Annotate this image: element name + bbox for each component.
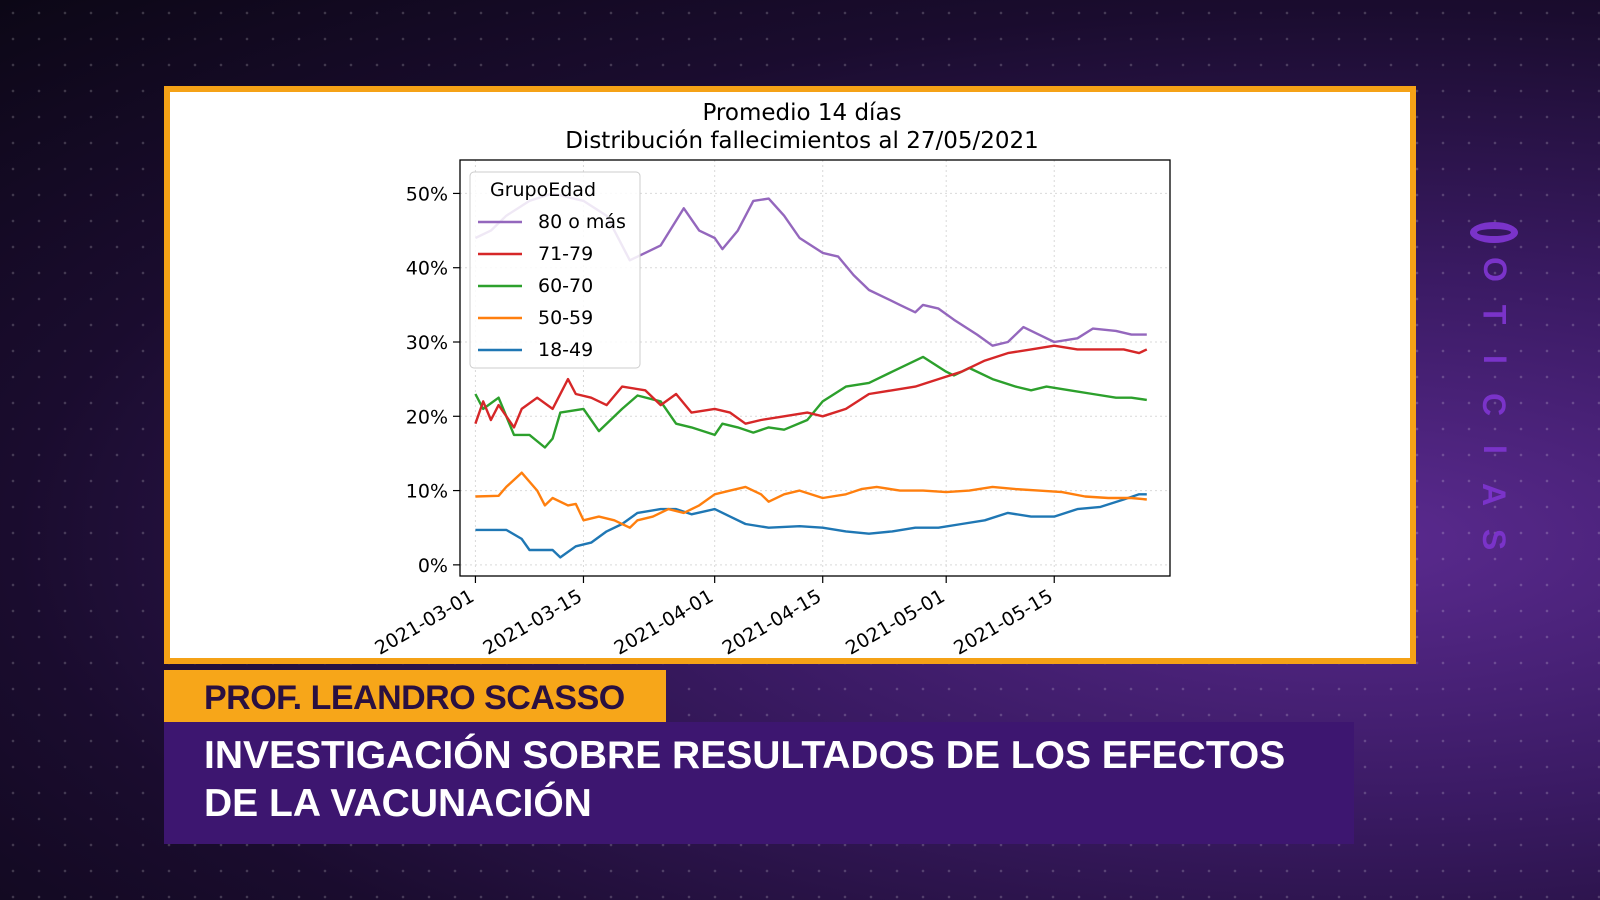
logo-letter: C <box>1476 392 1513 417</box>
logo-letter: S <box>1476 528 1513 551</box>
headline-line-1: INVESTIGACIÓN SOBRE RESULTADOS DE LOS EF… <box>204 734 1286 777</box>
speaker-name-plate: PROF. LEANDRO SCASSO <box>164 670 666 726</box>
logo-letter: A <box>1476 482 1513 507</box>
y-tick-label: 50% <box>406 183 448 205</box>
legend-entry: 71-79 <box>538 243 593 265</box>
line-chart: Promedio 14 días Distribución fallecimie… <box>371 100 1171 658</box>
y-tick-label: 40% <box>406 258 448 280</box>
y-tick-label: 0% <box>418 555 448 577</box>
legend-title: GrupoEdad <box>490 179 596 201</box>
legend-entry: 50-59 <box>538 307 593 329</box>
series-line <box>474 344 1148 429</box>
logo-letter: I <box>1476 445 1513 454</box>
chart-title: Promedio 14 días <box>702 100 901 126</box>
x-tick-label: 2021-05-01 <box>842 585 949 658</box>
headline-banner: INVESTIGACIÓN SOBRE RESULTADOS DE LOS EF… <box>164 722 1354 844</box>
legend-entry: 18-49 <box>538 339 593 361</box>
chart-frame: Promedio 14 días Distribución fallecimie… <box>164 86 1416 664</box>
legend-entry: 60-70 <box>538 275 593 297</box>
y-tick-label: 10% <box>406 481 448 503</box>
headline-line-2: DE LA VACUNACIÓN <box>204 782 592 825</box>
logo-letter: O <box>1476 257 1513 282</box>
series-line <box>474 355 1147 449</box>
chart-subtitle: Distribución fallecimientos al 27/05/202… <box>565 128 1039 154</box>
x-tick-label: 2021-03-01 <box>371 585 478 658</box>
y-tick-label: 30% <box>406 332 448 354</box>
series-line <box>475 493 1147 559</box>
noticias-logo: O T I C I A S <box>1464 222 1524 562</box>
logo-letter: I <box>1476 355 1513 364</box>
legend-entry: 80 o más <box>538 211 626 233</box>
y-tick-label: 20% <box>406 406 448 428</box>
x-tick-label: 2021-05-15 <box>950 585 1057 658</box>
x-tick-label: 2021-04-01 <box>611 585 718 658</box>
logo-ring-icon <box>1470 222 1518 243</box>
speaker-name: PROF. LEANDRO SCASSO <box>204 678 625 717</box>
plot-area-border <box>459 159 1171 577</box>
x-tick-label: 2021-03-15 <box>479 585 586 658</box>
series-line <box>475 471 1147 529</box>
logo-letter: T <box>1476 304 1513 325</box>
x-tick-label: 2021-04-15 <box>719 585 826 658</box>
